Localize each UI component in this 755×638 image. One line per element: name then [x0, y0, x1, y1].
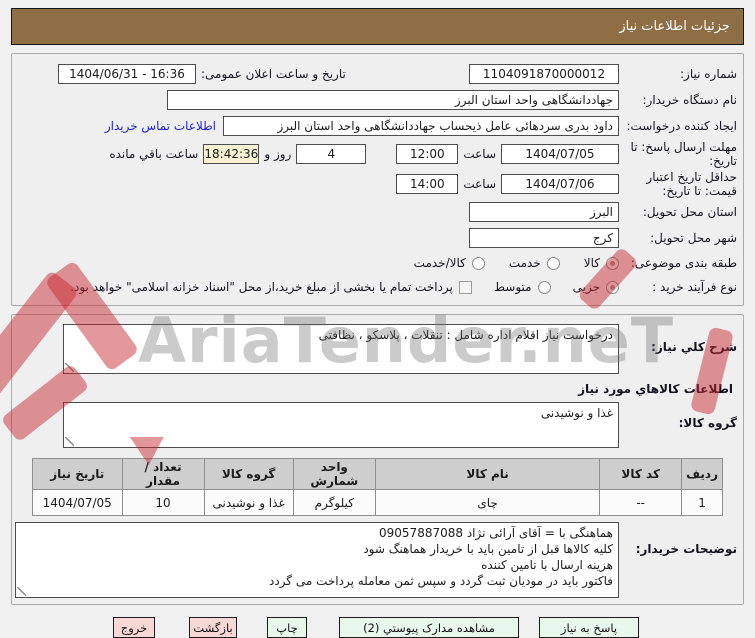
reply-deadline-date-field[interactable]: 1404/07/05 — [501, 144, 619, 164]
need-description-wrap: درخواست نیاز اقلام اداره شامل : تنقلات ،… — [63, 324, 619, 374]
announce-datetime-label: تاریخ و ساعت اعلان عمومی: — [201, 67, 346, 81]
items-section-heading: اطلاعات کالاهاي مورد نیاز — [578, 382, 733, 396]
request-creator-label: ایجاد کننده درخواست: — [626, 119, 737, 133]
cell-row-number: 1 — [681, 489, 723, 516]
col-unit[interactable]: واحد شمارش — [292, 458, 376, 490]
reply-deadline-hour-field[interactable]: 12:00 — [396, 144, 459, 164]
row-reply-deadline: مهلت ارسال پاسخ: تا تاریخ: 1404/07/05 سا… — [18, 139, 737, 169]
page-title-bar: جزئیات اطلاعات نیاز — [11, 8, 744, 45]
delivery-province-field[interactable]: البرز — [469, 202, 619, 222]
need-description-textarea[interactable]: درخواست نیاز اقلام اداره شامل : تنقلات ،… — [63, 324, 619, 374]
cell-unit: کیلوگرم — [292, 489, 376, 516]
radio-goods-label: کالا — [583, 256, 600, 270]
days-remaining-label: روز و — [264, 147, 292, 161]
need-number-field[interactable]: 1104091870000012 — [469, 64, 619, 84]
radio-goods-service[interactable] — [471, 256, 485, 270]
row-delivery-city: شهر محل تحویل: کرج — [18, 225, 737, 251]
cell-item-name: چای — [374, 489, 601, 516]
need-description-label: شرح کلي نیاز: — [651, 340, 737, 354]
col-item-group[interactable]: گروه کالا — [203, 458, 294, 490]
radio-minor-label: جزیی — [572, 280, 600, 294]
radio-service[interactable] — [546, 256, 560, 270]
reply-deadline-hour-label: ساعت — [463, 147, 496, 161]
need-number-label: شماره نیاز: — [680, 67, 737, 81]
countdown-timer: 18:42:36 — [203, 144, 260, 164]
buyer-notes-label: توضیحات خریدار: — [635, 542, 737, 556]
treasury-docs-checkbox-label: پرداخت تمام یا بخشی از مبلغ خرید،از محل … — [70, 280, 453, 294]
col-item-name[interactable]: نام کالا — [374, 458, 601, 490]
buyer-notes-textarea[interactable]: هماهنگی با = آقای آرائی نژاد 09057887088… — [15, 522, 619, 598]
row-need-number: شماره نیاز: 1104091870000012 تاریخ و ساع… — [18, 61, 737, 87]
radio-medium[interactable] — [537, 280, 551, 294]
buyer-org-field[interactable]: جهاددانشگاهی واحد استان البرز — [167, 90, 619, 110]
purchase-type-label: نوع فرآیند خرید : — [652, 280, 737, 294]
treasury-docs-checkbox[interactable] — [458, 280, 472, 294]
reply-to-need-button[interactable]: پاسخ به نیاز — [539, 617, 639, 638]
buyer-contact-link[interactable]: اطلاعات تماس خریدار — [104, 119, 216, 133]
table-row[interactable]: 1 -- چای کیلوگرم غذا و نوشیدنی 10 1404/0… — [32, 489, 723, 516]
radio-goods[interactable] — [606, 256, 619, 270]
radio-goods-service-label: کالا/خدمت — [413, 256, 466, 270]
items-table: ردیف کد کالا نام کالا واحد شمارش گروه کا… — [32, 458, 723, 516]
price-validity-date-field[interactable]: 1404/07/06 — [501, 174, 619, 194]
radio-service-label: خدمت — [508, 256, 541, 270]
row-buyer-org: نام دستگاه خریدار: جهاددانشگاهی واحد است… — [18, 87, 737, 113]
row-delivery-province: استان محل تحویل: البرز — [18, 199, 737, 225]
need-items-panel: شرح کلي نیاز: درخواست نیاز اقلام اداره ش… — [11, 314, 744, 605]
print-button[interactable]: چاپ — [267, 617, 307, 638]
radio-minor[interactable] — [606, 280, 619, 294]
need-info-panel: شماره نیاز: 1104091870000012 تاریخ و ساع… — [11, 53, 744, 306]
action-button-bar: پاسخ به نیاز مشاهده مدارک پیوستي (2) چاپ… — [11, 617, 744, 638]
view-attached-docs-button[interactable]: مشاهده مدارک پیوستي (2) — [339, 617, 519, 638]
row-request-creator: ایجاد کننده درخواست: داود بدری سردهائی ع… — [18, 113, 737, 139]
row-price-validity: حداقل تاریخ اعتبار قیمت: تا تاریخ: 1404/… — [18, 169, 737, 199]
row-buyer-notes: توضیحات خریدار: هماهنگی با = آقای آرائی … — [15, 522, 737, 598]
col-need-date[interactable]: تاریخ نیاز — [32, 458, 123, 490]
row-item-group: گروه کالا: غذا و نوشیدنی — [18, 402, 737, 448]
reply-deadline-label: مهلت ارسال پاسخ: تا تاریخ: — [630, 140, 737, 168]
price-validity-hour-field[interactable]: 14:00 — [396, 174, 459, 194]
need-details-page: { "header": { "title": "جزئیات اطلاعات ن… — [0, 8, 755, 638]
items-table-header-row: ردیف کد کالا نام کالا واحد شمارش گروه کا… — [32, 458, 723, 490]
row-need-description: شرح کلي نیاز: درخواست نیاز اقلام اداره ش… — [18, 322, 737, 374]
row-subject-classification: طبقه بندی موضوعی: کالا خدمت کالا/خدمت — [18, 251, 737, 275]
countdown-label: ساعت باقي مانده — [109, 147, 199, 161]
item-group-wrap: غذا و نوشیدنی — [63, 402, 619, 448]
delivery-city-field[interactable]: کرج — [469, 228, 619, 248]
exit-button[interactable]: خروج — [113, 617, 155, 638]
price-validity-hour-label: ساعت — [463, 177, 496, 191]
row-purchase-type: نوع فرآیند خرید : جزیی متوسط پرداخت تمام… — [18, 275, 737, 299]
item-group-textarea[interactable]: غذا و نوشیدنی — [63, 402, 619, 448]
request-creator-field[interactable]: داود بدری سردهائی عامل ذیحساب جهاددانشگا… — [223, 116, 619, 136]
buyer-org-label: نام دستگاه خریدار: — [642, 93, 738, 107]
cell-quantity: 10 — [121, 489, 205, 516]
cell-item-code: -- — [599, 489, 683, 516]
price-validity-label: حداقل تاریخ اعتبار قیمت: تا تاریخ: — [646, 170, 737, 198]
delivery-province-label: استان محل تحویل: — [642, 205, 737, 219]
buyer-notes-wrap: هماهنگی با = آقای آرائی نژاد 09057887088… — [15, 522, 619, 598]
radio-medium-label: متوسط — [493, 280, 532, 294]
subject-classification-label: طبقه بندی موضوعی: — [630, 256, 737, 270]
delivery-city-label: شهر محل تحویل: — [650, 231, 737, 245]
cell-need-date: 1404/07/05 — [32, 489, 123, 516]
cell-item-group: غذا و نوشیدنی — [203, 489, 294, 516]
col-row-number[interactable]: ردیف — [681, 458, 723, 490]
col-item-code[interactable]: کد کالا — [599, 458, 683, 490]
col-quantity[interactable]: تعداد / مقدار — [121, 458, 205, 490]
announce-datetime-field[interactable]: 1404/06/31 - 16:36 — [58, 64, 196, 84]
back-button[interactable]: بازگشت — [189, 617, 237, 638]
item-group-label: گروه کالا: — [678, 416, 737, 430]
page-title: جزئیات اطلاعات نیاز — [619, 19, 730, 34]
days-remaining-field[interactable]: 4 — [296, 144, 367, 164]
